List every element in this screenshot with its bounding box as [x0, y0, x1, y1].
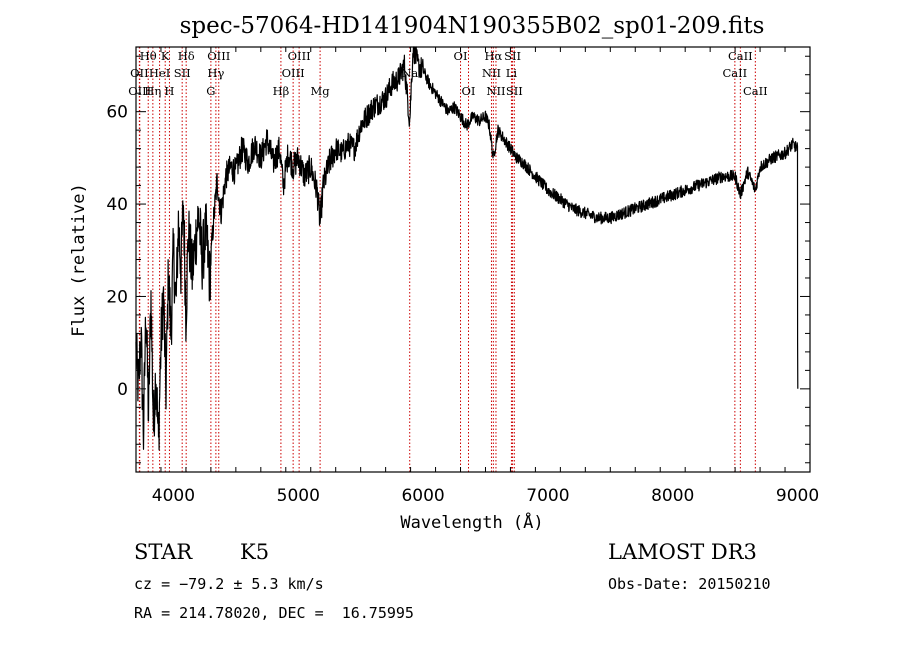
spectral-line-label: Hθ	[140, 49, 157, 63]
x-tick-label: 9000	[776, 486, 819, 506]
spectral-line-label: K	[161, 49, 170, 63]
x-tick-label: 8000	[651, 486, 694, 506]
chart-title: spec-57064-HD141904N190355B02_sp01-209.f…	[180, 13, 765, 39]
spectral-line-label: Hγ	[207, 66, 224, 80]
spectral-line-label: CaII	[743, 84, 768, 98]
x-tick-label: 6000	[401, 486, 444, 506]
x-tick-label: 4000	[152, 486, 195, 506]
spectral-line-label: SII	[506, 84, 523, 98]
spectral-line-label: OIII	[282, 66, 305, 80]
y-axis-ticks: 0 20 40 60	[106, 55, 810, 464]
x-axis-ticks: 4000 5000 6000 7000 8000 9000	[135, 47, 819, 506]
spectral-line-label: Hδ	[178, 49, 195, 63]
spectral-line-label: SII	[174, 66, 191, 80]
y-tick-label: 0	[117, 380, 128, 400]
spectral-line-label: G	[206, 84, 215, 98]
spectral-line-label: CaII	[728, 49, 753, 63]
spectral-line-label: HeI	[149, 66, 170, 80]
spectrum-line	[135, 46, 799, 451]
x-tick-label: 7000	[526, 486, 569, 506]
y-axis-label: Flux (relative)	[69, 183, 89, 337]
spectral-line-label: OI	[462, 84, 476, 98]
spectral-line-label: Li	[506, 66, 518, 80]
plot-frame	[135, 46, 811, 473]
survey-name: LAMOST DR3	[608, 540, 757, 564]
spectral-line-label: Mg	[311, 84, 331, 98]
x-tick-label: 5000	[277, 486, 320, 506]
object-class: STAR	[134, 540, 193, 564]
subclass: K5	[240, 540, 270, 564]
spectral-line-label: OIII	[288, 49, 311, 63]
spectral-line-label: CaII	[722, 66, 747, 80]
spectral-line-label: OII	[130, 66, 149, 80]
spectral-line-label: NII	[482, 66, 501, 80]
observation-date: Obs-Date: 20150210	[608, 575, 771, 593]
y-tick-label: 40	[106, 195, 128, 215]
spectral-line-label: Hη	[144, 84, 161, 98]
spectral-line-label: SII	[504, 49, 521, 63]
spectral-line-label: Hα	[484, 49, 502, 63]
coordinates: RA = 214.78020, DEC = 16.75995	[134, 604, 414, 622]
spectral-line-label: OIII	[128, 84, 151, 98]
x-axis-label: Wavelength (Å)	[400, 511, 543, 533]
spectral-line-label: OIII	[207, 49, 230, 63]
spectral-line-label: H	[164, 84, 174, 98]
y-tick-label: 60	[106, 103, 128, 123]
spectral-line-label: OI	[454, 49, 468, 63]
spectral-line-label: NII	[486, 84, 505, 98]
y-tick-label: 20	[106, 287, 128, 307]
spectral-line-label: Hβ	[273, 84, 290, 98]
redshift-cz: cz = −79.2 ± 5.3 km/s	[134, 575, 324, 593]
